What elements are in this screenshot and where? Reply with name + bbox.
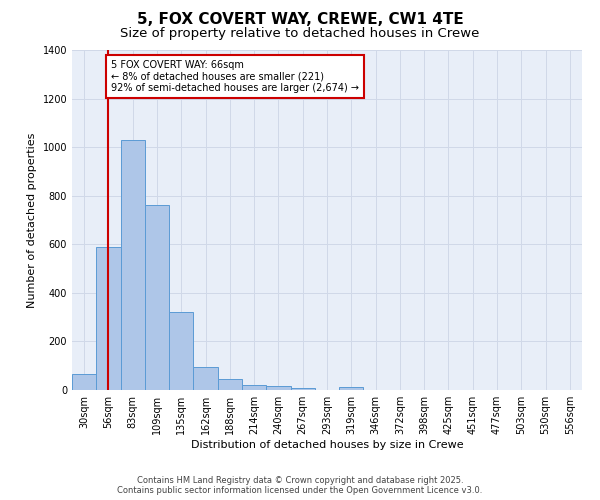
Bar xyxy=(169,312,193,390)
Bar xyxy=(242,384,266,390)
Text: 5 FOX COVERT WAY: 66sqm
← 8% of detached houses are smaller (221)
92% of semi-de: 5 FOX COVERT WAY: 66sqm ← 8% of detached… xyxy=(112,60,359,93)
Bar xyxy=(96,246,121,390)
X-axis label: Distribution of detached houses by size in Crewe: Distribution of detached houses by size … xyxy=(191,440,463,450)
Bar xyxy=(339,387,364,390)
Text: 5, FOX COVERT WAY, CREWE, CW1 4TE: 5, FOX COVERT WAY, CREWE, CW1 4TE xyxy=(137,12,463,28)
Bar xyxy=(290,388,315,390)
Bar xyxy=(72,374,96,390)
Y-axis label: Number of detached properties: Number of detached properties xyxy=(27,132,37,308)
Bar xyxy=(266,386,290,390)
Bar xyxy=(145,206,169,390)
Text: Size of property relative to detached houses in Crewe: Size of property relative to detached ho… xyxy=(121,28,479,40)
Bar xyxy=(218,379,242,390)
Bar xyxy=(193,367,218,390)
Text: Contains HM Land Registry data © Crown copyright and database right 2025.
Contai: Contains HM Land Registry data © Crown c… xyxy=(118,476,482,495)
Bar xyxy=(121,140,145,390)
